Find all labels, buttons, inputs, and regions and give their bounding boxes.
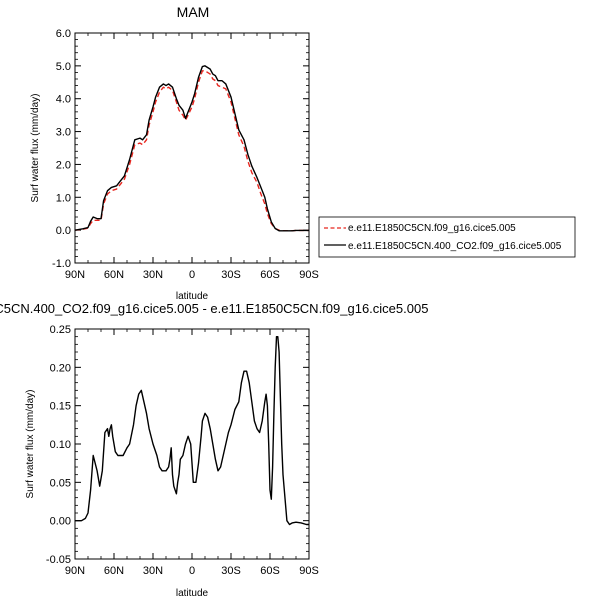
top-y-tick-label: 0.0	[56, 225, 71, 237]
bottom-x-tick-label: 0	[189, 565, 195, 577]
top-y-tick-label: 6.0	[56, 28, 71, 40]
top-x-tick-label: 60N	[104, 269, 124, 281]
top-x-axis-label: latitude	[176, 291, 209, 302]
legend-box	[318, 216, 576, 258]
bottom-y-tick-label: 0.25	[50, 324, 71, 336]
bottom-x-tick-label: 30N	[143, 565, 163, 577]
top-chart: MAM -1.0 0.0 1.0 2.0 3.0 4.0 5.0 6.0 90N 60N 30N 0…	[30, 4, 576, 302]
top-series-line-2	[74, 65, 309, 232]
top-chart-title: MAM	[177, 4, 210, 20]
top-y-tick-label: 5.0	[56, 61, 71, 73]
legend-entry-2: e.e11.E1850C5CN.400_CO2.f09_g16.cice5.00…	[348, 241, 562, 252]
bottom-plot-frame	[74, 328, 310, 560]
bottom-y-tick-label: -0.05	[46, 554, 71, 566]
top-y-tick-label: 2.0	[56, 159, 71, 171]
top-tick-marks	[74, 32, 310, 264]
top-y-tick-label: 4.0	[56, 94, 71, 106]
bottom-y-tick-label: 0.00	[50, 516, 71, 528]
bottom-y-axis-label: Surf water flux (mm/day)	[25, 390, 36, 499]
bottom-chart-title: e.e11.E1850C5CN.400_CO2.f09_g16.cice5.00…	[0, 301, 428, 316]
bottom-x-tick-labels: 90N 60N 30N 0 30S 60S 90S	[65, 565, 319, 577]
bottom-y-tick-label: 0.05	[50, 477, 71, 489]
top-plot-frame	[74, 32, 310, 264]
bottom-x-tick-label: 90N	[65, 565, 85, 577]
top-x-tick-label: 90S	[299, 269, 319, 281]
bottom-series-line-1	[75, 335, 309, 526]
bottom-y-tick-label: 0.20	[50, 362, 71, 374]
bottom-series-lines	[75, 335, 309, 526]
top-y-tick-label: 1.0	[56, 192, 71, 204]
bottom-x-tick-label: 90S	[299, 565, 319, 577]
legend: e.e11.E1850C5CN.f09_g16.cice5.005 e.e11.…	[318, 216, 576, 258]
legend-entry-1: e.e11.E1850C5CN.f09_g16.cice5.005	[348, 223, 516, 234]
top-x-tick-label: 60S	[260, 269, 280, 281]
bottom-y-tick-labels: -0.05 0.00 0.05 0.10 0.15 0.20 0.25	[46, 324, 71, 566]
top-x-tick-label: 30S	[221, 269, 241, 281]
bottom-x-axis-label: latitude	[176, 588, 209, 599]
top-y-axis-label: Surf water flux (mm/day)	[30, 94, 41, 203]
top-series-line-1	[74, 70, 309, 232]
top-x-tick-labels: 90N 60N 30N 0 30S 60S 90S	[65, 269, 319, 281]
top-x-tick-label: 30N	[143, 269, 163, 281]
top-x-tick-label: 90N	[65, 269, 85, 281]
top-y-tick-label: -1.0	[52, 258, 71, 270]
top-series-lines	[74, 65, 309, 232]
top-y-tick-label: 3.0	[56, 127, 71, 139]
bottom-tick-marks	[74, 328, 310, 560]
bottom-chart: e.e11.E1850C5CN.400_CO2.f09_g16.cice5.00…	[0, 301, 428, 599]
bottom-x-tick-label: 60N	[104, 565, 124, 577]
bottom-x-tick-label: 30S	[221, 565, 241, 577]
bottom-y-tick-label: 0.15	[50, 401, 71, 413]
top-x-tick-label: 0	[189, 269, 195, 281]
bottom-y-tick-label: 0.10	[50, 439, 71, 451]
top-y-tick-labels: -1.0 0.0 1.0 2.0 3.0 4.0 5.0 6.0	[52, 28, 71, 270]
bottom-x-tick-label: 60S	[260, 565, 280, 577]
